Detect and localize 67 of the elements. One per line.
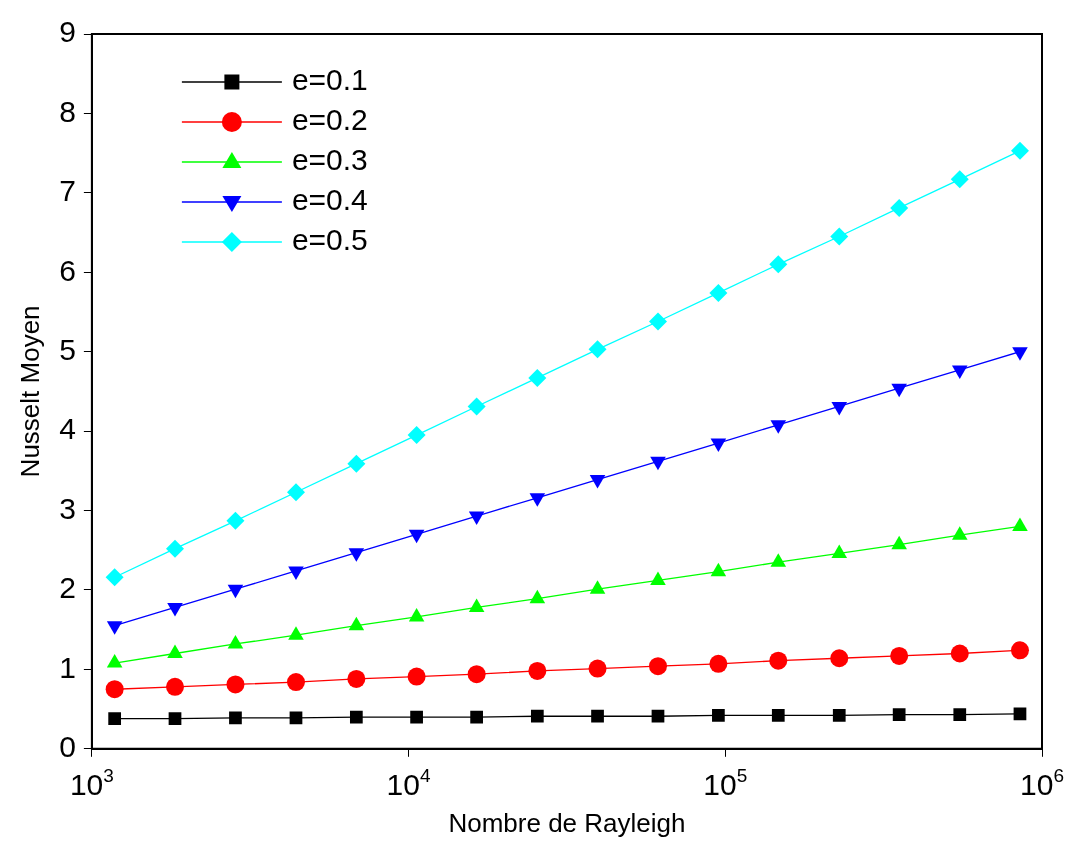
point <box>890 646 909 665</box>
point <box>108 712 122 725</box>
y-tick-label: 3 <box>59 491 76 525</box>
point <box>407 426 426 445</box>
point <box>1013 707 1027 721</box>
legend-label: e=0.2 <box>291 103 368 137</box>
point <box>890 198 909 217</box>
point <box>528 368 547 387</box>
point <box>105 568 124 587</box>
point <box>771 709 785 722</box>
point <box>166 677 184 696</box>
legend-label: e=0.4 <box>291 183 368 217</box>
y-axis-title: Nusselt Moyen <box>14 305 45 478</box>
point <box>226 511 245 530</box>
point <box>830 227 849 246</box>
point <box>953 708 967 722</box>
point <box>709 283 728 302</box>
point <box>950 644 969 663</box>
point <box>530 709 544 723</box>
point <box>528 661 547 680</box>
y-tick-label: 8 <box>59 94 76 128</box>
legend-label: e=0.1 <box>291 63 368 97</box>
point <box>349 710 363 724</box>
x-axis-title: Nombre de Rayleigh <box>448 807 686 838</box>
y-tick-label: 7 <box>59 174 76 208</box>
point <box>769 255 788 274</box>
point <box>951 365 968 379</box>
point <box>347 454 366 473</box>
point <box>470 710 483 724</box>
y-tick-label: 5 <box>59 332 76 366</box>
y-tick-label: 4 <box>59 412 76 446</box>
y-tick-label: 6 <box>59 253 76 287</box>
point <box>226 675 245 694</box>
point <box>950 170 969 189</box>
point <box>651 709 665 723</box>
point <box>648 312 667 331</box>
point <box>1010 141 1029 160</box>
point <box>347 669 366 688</box>
point <box>105 680 124 699</box>
point <box>166 539 184 558</box>
point <box>648 657 667 676</box>
point <box>709 654 728 673</box>
point <box>467 397 486 416</box>
point <box>832 709 846 722</box>
point <box>286 673 305 692</box>
y-tick-label: 9 <box>59 15 76 49</box>
point <box>168 712 182 725</box>
point <box>229 711 242 725</box>
legend-label: e=0.3 <box>291 143 368 177</box>
y-tick-label: 2 <box>59 571 76 605</box>
point <box>286 483 305 502</box>
y-tick-label: 0 <box>59 730 76 764</box>
point <box>588 659 607 678</box>
point <box>1010 641 1029 660</box>
point <box>712 709 725 722</box>
point <box>591 709 604 723</box>
legend-label: e=0.5 <box>291 223 368 257</box>
point <box>892 708 906 722</box>
point <box>467 665 486 684</box>
point <box>289 711 303 725</box>
y-tick-label: 1 <box>59 650 76 684</box>
point <box>407 667 426 686</box>
point <box>410 710 423 724</box>
point <box>588 340 607 359</box>
point <box>769 651 788 670</box>
point <box>830 649 849 668</box>
point <box>831 401 848 416</box>
